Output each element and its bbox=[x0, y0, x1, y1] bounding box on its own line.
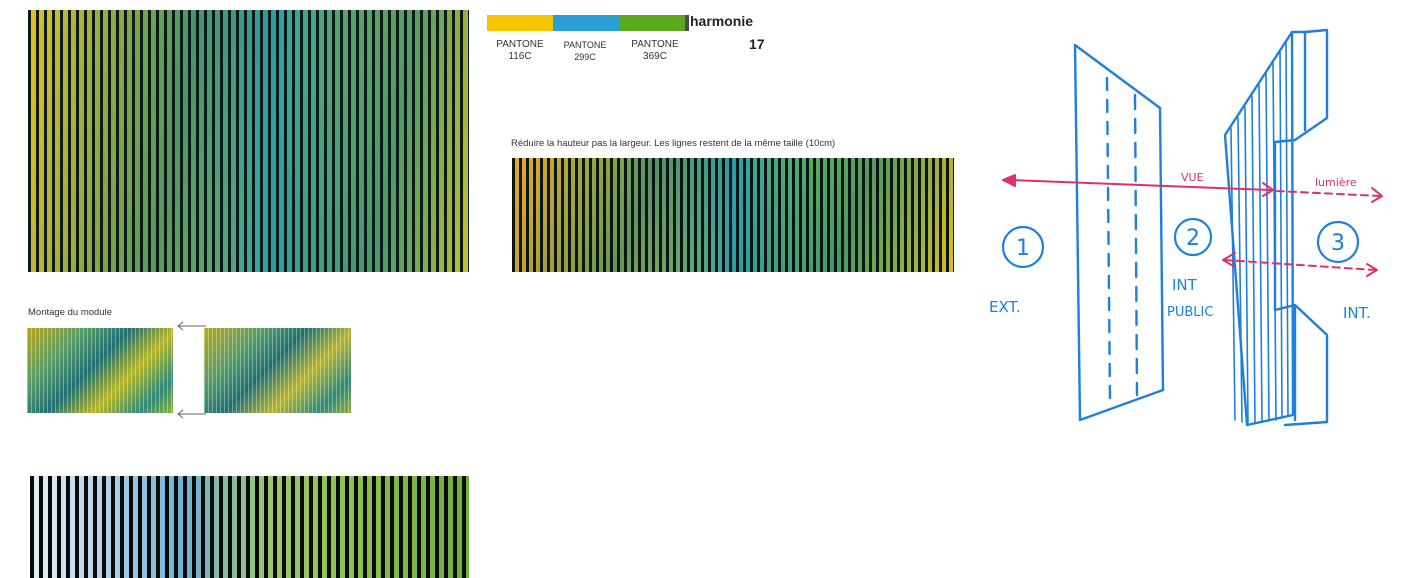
zone-2-label-line1: INT bbox=[1172, 276, 1198, 294]
zone-1-circle bbox=[1001, 225, 1045, 269]
zone-1-label: EXT. bbox=[989, 298, 1021, 316]
palette-number: 17 bbox=[749, 36, 765, 52]
interior-arrow bbox=[1224, 259, 1376, 271]
module-panel-right bbox=[204, 328, 351, 413]
view-arrow bbox=[1009, 179, 1271, 191]
view-label: VUE bbox=[1181, 171, 1204, 184]
pantone-label-116c: PANTONE 116C bbox=[496, 39, 544, 62]
section-sketch: 1 2 3 EXT. INT PUBLIC INT. VUE lumière bbox=[985, 20, 1423, 450]
module-arrows bbox=[177, 321, 206, 419]
swatch-pantone-369c bbox=[619, 15, 685, 31]
zone-2-number: 2 bbox=[1186, 226, 1200, 251]
stripe-pattern-main bbox=[28, 10, 469, 272]
arrow-bottom-head bbox=[177, 409, 184, 419]
view-arrow-head-left bbox=[1002, 174, 1016, 187]
light-arrow-head bbox=[1371, 187, 1383, 203]
stripe-pattern-reduced bbox=[512, 158, 954, 272]
pantone-label-369c: PANTONE 369C bbox=[631, 39, 679, 62]
pattern-gradient bbox=[27, 328, 173, 413]
view-arrow-head-right bbox=[1262, 182, 1274, 197]
palette-fill-bar bbox=[685, 15, 689, 31]
arrow-top-head bbox=[177, 321, 184, 331]
zone-3-label: INT. bbox=[1343, 304, 1371, 322]
wall-lower bbox=[1273, 303, 1329, 427]
reduce-height-caption: Réduire la hauteur pas la largeur. Les l… bbox=[511, 138, 836, 149]
zone-3-circle bbox=[1316, 220, 1360, 264]
outer-facade bbox=[1073, 43, 1165, 422]
pattern-gradient bbox=[204, 328, 351, 413]
zone-2-label-line2: PUBLIC bbox=[1167, 305, 1213, 320]
zone-3-number: 3 bbox=[1331, 231, 1345, 256]
module-panel-left bbox=[27, 328, 173, 413]
outer-facade-dashes-2 bbox=[1133, 93, 1139, 397]
swatch-pantone-299c bbox=[553, 15, 619, 31]
outer-facade-dashes bbox=[1105, 76, 1112, 402]
palette-title: harmonie bbox=[690, 13, 754, 29]
pattern-stripes bbox=[204, 328, 351, 413]
louvre-panel bbox=[1223, 30, 1295, 427]
light-arrow bbox=[1276, 190, 1381, 197]
light-label: lumière bbox=[1315, 176, 1357, 189]
module-assembly-caption: Montage du module bbox=[28, 307, 112, 318]
zone-2-circle bbox=[1173, 217, 1213, 257]
pattern-stripes bbox=[512, 158, 954, 272]
interior-arrow-head-left bbox=[1222, 252, 1236, 268]
pattern-stripes bbox=[28, 10, 469, 272]
pantone-label-299c: PANTONE 299C bbox=[563, 40, 607, 62]
interior-arrow-head-right bbox=[1366, 263, 1378, 277]
zone-1-number: 1 bbox=[1016, 236, 1030, 261]
stripe-pattern-bottom bbox=[30, 476, 469, 578]
swatch-pantone-116c bbox=[487, 15, 553, 31]
pattern-stripes bbox=[27, 328, 173, 413]
wall-upper bbox=[1273, 28, 1329, 144]
pattern-stripes bbox=[30, 476, 469, 578]
